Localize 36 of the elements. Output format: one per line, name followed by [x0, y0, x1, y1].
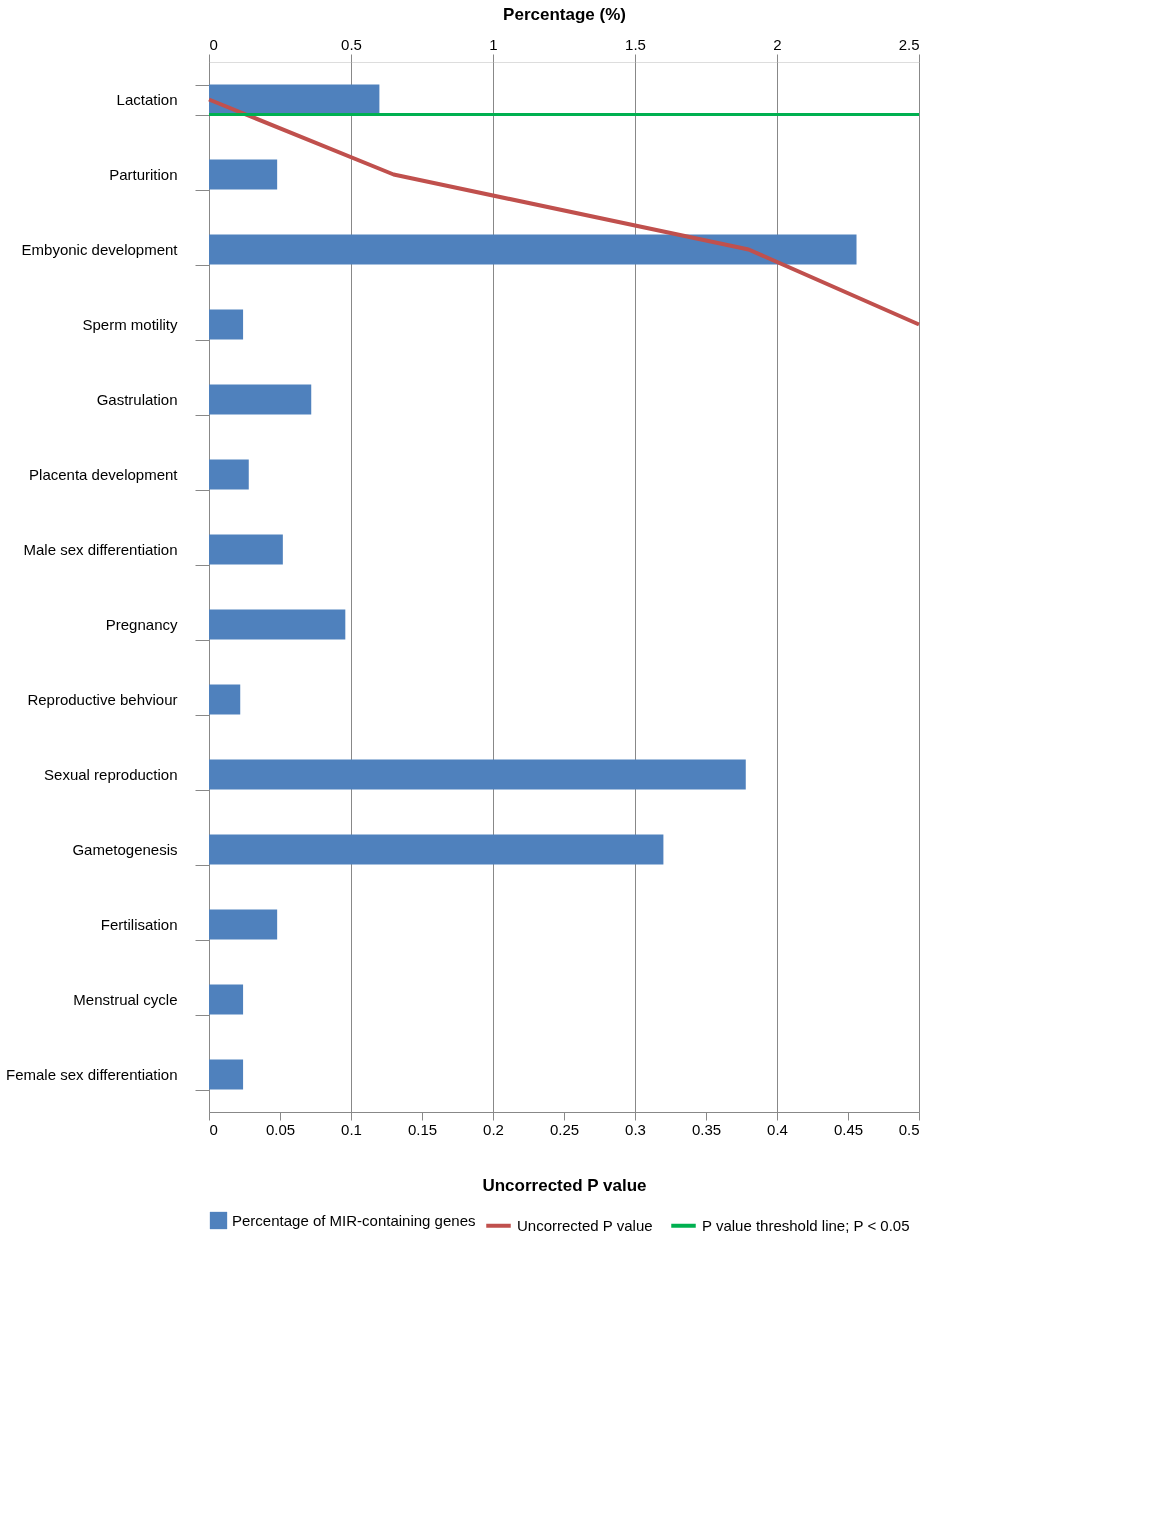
- x2-tick-label: 0.1: [341, 1120, 362, 1138]
- x-axis-title: Percentage (%): [503, 4, 626, 24]
- x-tick-label: 2.5: [898, 35, 920, 53]
- y-tick-label: Placenta development: [29, 466, 179, 483]
- y-tick-label: Female sex differentiation: [6, 1066, 178, 1083]
- x2-axis-title: Uncorrected P value: [482, 1175, 647, 1195]
- x-tick-label: 0: [209, 35, 218, 53]
- x2-tick-label: 0.3: [625, 1120, 646, 1138]
- x2-tick-label: 0.05: [265, 1120, 296, 1138]
- y-tick-label: Gametogenesis: [72, 841, 178, 858]
- y-tick-label: Menstrual cycle: [73, 991, 178, 1008]
- x2-tick-label: 0.35: [691, 1120, 722, 1138]
- x-tick-label: 1.5: [625, 35, 646, 53]
- x2-tick-label: 0.45: [833, 1120, 864, 1138]
- y-tick-label: Embyonic development: [21, 241, 179, 258]
- x2-tick-label: 0: [209, 1120, 218, 1138]
- x-tick-label: 2: [773, 35, 782, 53]
- y-tick-label: Lactation: [116, 91, 178, 108]
- y-tick-label: Male sex differentiation: [23, 541, 178, 558]
- legend-label: Percentage of MIR-containing genes: [232, 1211, 476, 1229]
- y-tick-label: Sperm motility: [82, 316, 178, 333]
- x2-tick-label: 0.5: [898, 1120, 920, 1138]
- y-tick-label: Gastrulation: [96, 391, 178, 408]
- x-tick-label: 1: [489, 35, 498, 53]
- y-tick-label: Parturition: [109, 166, 178, 183]
- x2-tick-label: 0.2: [483, 1120, 504, 1138]
- y-tick-label: Fertilisation: [100, 916, 178, 933]
- y-tick-label: Pregnancy: [105, 616, 178, 633]
- legend-label: P value threshold line; P < 0.05: [702, 1216, 910, 1234]
- x2-tick-label: 0.25: [549, 1120, 580, 1138]
- y-tick-label: Reproductive behviour: [27, 691, 178, 708]
- x-tick-label: 0.5: [341, 35, 362, 53]
- x2-tick-label: 0.15: [407, 1120, 438, 1138]
- legend-label: Uncorrected P value: [517, 1216, 653, 1234]
- x2-tick-label: 0.4: [767, 1120, 788, 1138]
- y-tick-label: Sexual reproduction: [44, 766, 178, 783]
